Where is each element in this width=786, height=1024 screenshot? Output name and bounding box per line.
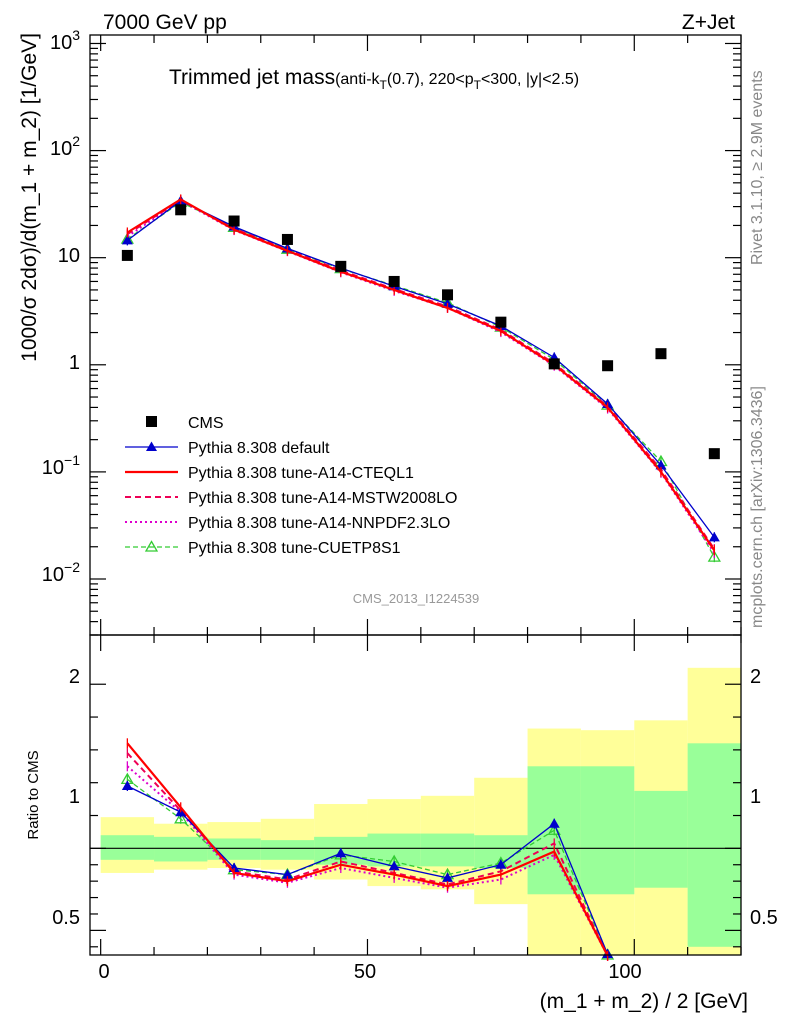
ratio-band-inner (420, 833, 475, 867)
header-process-label: Z+Jet (682, 11, 735, 34)
ratio-ytick-label-right-0.5: 0.5 (750, 907, 778, 929)
ytick-label-1: 1 (69, 352, 80, 374)
cms-data-point (281, 233, 293, 245)
cms-data-point (175, 204, 187, 216)
ratio-band-inner (687, 743, 741, 947)
ratio-series-a14_nnpdf (126, 765, 609, 957)
legend-label-a14-cteql1: Pythia 8.308 tune-A14-CTEQL1 (188, 465, 414, 482)
chart-title: Trimmed jet mass(anti-kT(0.7), 220<pT<30… (169, 66, 579, 92)
xtick-label-0: 0 (98, 961, 109, 983)
ytick-label-1e2: 102 (50, 133, 80, 160)
cms-data-point (121, 249, 133, 261)
cms-data-point (228, 215, 240, 227)
main-series-default (127, 200, 715, 538)
legend-marker-cms (146, 416, 157, 427)
analysis-watermark: CMS_2013_I1224539 (353, 591, 480, 606)
cms-data-point (495, 316, 507, 328)
ratio-point-default (442, 872, 454, 882)
legend-entry-a14-nnpdf: Pythia 8.308 tune-A14-NNPDF2.3LO (125, 515, 450, 532)
legend-label-cuetp8s1: Pythia 8.308 tune-CUETP8S1 (188, 540, 401, 557)
cms-data-point (442, 289, 454, 301)
legend-marker-default (146, 441, 157, 451)
ratio-ytick-label-0.5: 0.5 (52, 907, 80, 929)
ratio-point-default (495, 859, 507, 869)
legend-label-default: Pythia 8.308 default (188, 440, 330, 457)
ratio-y-axis-label: Ratio to CMS (25, 750, 42, 839)
ratio-panel: 2 1 0.5 2 1 0.5 0 50 100 Ratio to CMS (m… (25, 634, 778, 1013)
legend-marker-cuetp8s1 (144, 540, 159, 552)
ratio-ytick-label-right-1: 1 (750, 786, 761, 808)
x-axis-label: (m_1 + m_2) / 2 [GeV] (540, 990, 748, 1013)
cms-data-point (655, 348, 667, 360)
ratio-point-default (281, 869, 293, 879)
legend-label-a14-mstw: Pythia 8.308 tune-A14-MSTW2008LO (188, 490, 457, 507)
ratio-band-inner (260, 840, 315, 860)
ratio-ytick-label-right-2: 2 (750, 666, 761, 688)
ratio-ticks (90, 635, 742, 955)
legend-entry-a14-mstw: Pythia 8.308 tune-A14-MSTW2008LO (125, 490, 457, 507)
ytick-label-1e-2: 10−2 (42, 559, 80, 586)
ratio-point-default (388, 860, 400, 871)
ytick-label-1e3: 103 (50, 27, 80, 54)
cms-data-point (602, 360, 614, 372)
main-point-default (708, 531, 720, 542)
cms-data-point (388, 275, 400, 287)
xtick-label-100: 100 (608, 961, 641, 983)
main-plot-area (90, 35, 741, 635)
ratio-band-inner (634, 790, 688, 888)
ratio-plot-marks (90, 667, 741, 961)
ratio-ytick-label-2: 2 (69, 666, 80, 688)
main-series-a14_cteql1 (126, 198, 716, 552)
ratio-point-default (121, 780, 133, 790)
legend-entry-default: Pythia 8.308 default (125, 440, 330, 457)
main-plot-marks (120, 194, 721, 563)
ratio-plot-frame (89, 634, 742, 956)
main-y-ticks (90, 35, 742, 636)
mcplots-source-label: mcplots.cern.ch [arXiv:1306.3436] (749, 386, 766, 628)
ratio-series-a14_cteql1 (126, 742, 609, 957)
rivet-version-label: Rivet 3.1.10, ≥ 2.9M events (749, 70, 766, 265)
main-point-default (121, 234, 133, 245)
ratio-band-inner (580, 766, 635, 895)
ratio-point-default (335, 847, 347, 858)
main-y-axis-label: 1000/σ 2dσ)/d(m_1 + m_2) [1/GeV] (18, 33, 41, 362)
ratio-point-cuetp8s1 (174, 811, 188, 824)
cms-data-point (548, 358, 560, 370)
ratio-ytick-label-1: 1 (69, 786, 80, 808)
ratio-series-a14_mstw (126, 752, 609, 957)
legend-entry-a14-cteql1: Pythia 8.308 tune-A14-CTEQL1 (125, 465, 414, 482)
cms-data-point (708, 448, 720, 460)
xtick-label-50: 50 (354, 961, 376, 983)
legend: CMS Pythia 8.308 default Pythia 8.308 tu… (125, 415, 457, 557)
ytick-label-1e-1: 10−1 (42, 452, 80, 479)
ratio-band-inner (100, 835, 155, 860)
ratio-band-inner (154, 836, 208, 862)
cms-data-point (335, 260, 347, 272)
legend-label-a14-nnpdf: Pythia 8.308 tune-A14-NNPDF2.3LO (188, 515, 450, 532)
legend-entry-cms: CMS (146, 415, 224, 432)
main-panel: 10−2 10−1 1 10 102 103 7000 GeV pp Z+Jet… (18, 11, 742, 636)
ratio-point-default (548, 818, 560, 828)
legend-entry-cuetp8s1: Pythia 8.308 tune-CUETP8S1 (125, 540, 401, 557)
ytick-label-10: 10 (58, 245, 80, 267)
header-energy-label: 7000 GeV pp (103, 11, 227, 34)
legend-label-cms: CMS (188, 415, 224, 432)
main-point-cuetp8s1 (707, 550, 721, 562)
